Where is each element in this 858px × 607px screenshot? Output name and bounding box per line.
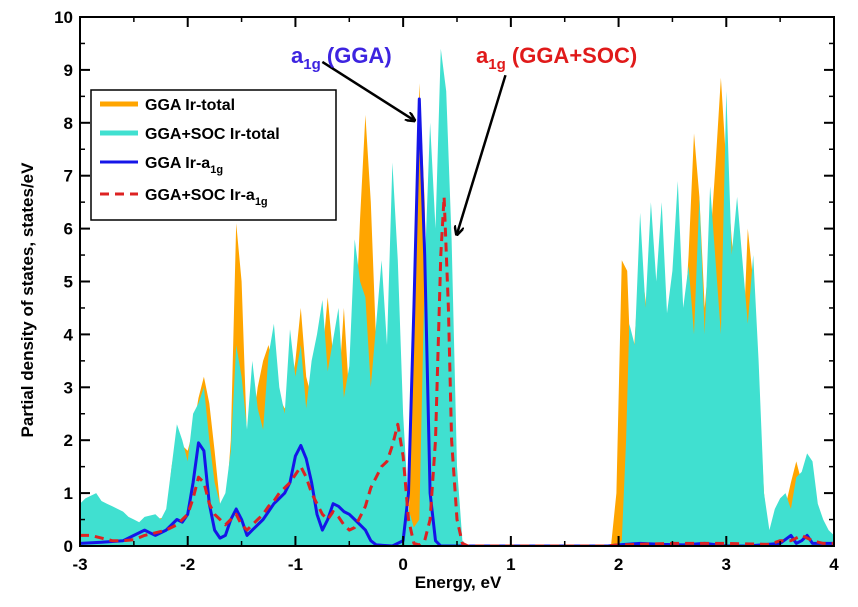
legend-label-text: GGA Ir-total [145,97,235,114]
annotation-arrow-1 [457,74,507,234]
annotation-subscript: 1g [303,56,321,73]
legend-label-text: GGA Ir-a [145,155,210,172]
annotation-rest: (GGA) [321,43,392,68]
x-tick-label: 0 [398,555,407,574]
x-tick-label: -3 [72,555,87,574]
legend-label-0: GGA Ir-total [145,97,235,114]
y-tick-label: 9 [64,61,73,80]
x-tick-label: 2 [614,555,623,574]
annotation-a: a [291,43,304,68]
annotation-arrow-0 [321,60,414,120]
annotation-label-0: a1g (GGA) [291,43,392,73]
plot-area: -3 -2 -1 0 1 2 3 4 0 1 2 3 4 5 6 7 8 9 10 GGA Ir-total GGA+S… [54,8,839,574]
legend-label-3: GGA+SOC Ir-a1g [145,187,268,208]
y-tick-label: 1 [64,484,73,503]
legend-label-2: GGA Ir-a1g [145,155,223,176]
series-line-3 [80,195,834,546]
y-tick-label: 5 [64,273,73,292]
x-tick-label: -2 [180,555,195,574]
y-tick-label: 8 [64,114,73,133]
annotation-subscript: 1g [488,56,506,73]
x-axis-title: Energy, eV [415,573,502,592]
legend-label-subscript: 1g [255,196,268,208]
y-tick-label: 0 [64,537,73,556]
series-fill-1 [80,48,834,546]
legend-label-text: GGA+SOC Ir-a [145,187,255,204]
annotation-a: a [476,43,489,68]
x-tick-label: 4 [829,555,839,574]
annotation-label-1: a1g (GGA+SOC) [476,43,637,73]
legend-box [90,89,337,221]
y-tick-label: 3 [64,378,73,397]
legend-label-text: GGA+SOC Ir-total [145,126,280,143]
x-tick-label: -1 [288,555,303,574]
y-axis-title: Partial density of states, states/eV [18,162,37,438]
y-tick-label: 2 [64,431,73,450]
x-tick-label: 1 [506,555,515,574]
y-tick-label: 7 [64,167,73,186]
y-tick-label: 4 [64,325,74,344]
annotation-rest: (GGA+SOC) [506,43,637,68]
legend-label-1: GGA+SOC Ir-total [145,126,280,143]
y-tick-label: 10 [54,8,73,27]
x-tick-label: 3 [722,555,731,574]
legend-label-subscript: 1g [210,164,223,176]
y-tick-label: 6 [64,220,73,239]
